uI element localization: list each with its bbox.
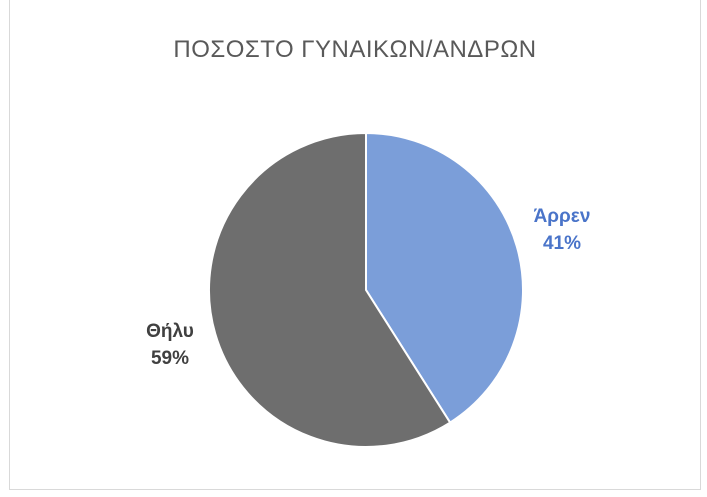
slice-value-label: 41%	[543, 233, 581, 254]
slice-category-label: Θήλυ	[146, 321, 194, 342]
chart-title: ΠΟΣΟΣΤΟ ΓΥΝΑΙΚΩΝ/ΑΝΔΡΩΝ	[173, 36, 537, 63]
slice-category-label: Άρρεν	[534, 206, 591, 227]
slice-value-label: 59%	[151, 348, 189, 369]
pie-slice-2	[208, 131, 452, 448]
